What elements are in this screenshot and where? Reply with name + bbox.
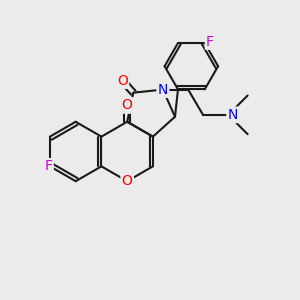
- Text: O: O: [122, 174, 133, 188]
- Text: F: F: [206, 34, 214, 49]
- Text: O: O: [117, 74, 128, 88]
- Text: O: O: [122, 98, 133, 112]
- Text: N: N: [228, 108, 238, 122]
- Text: N: N: [158, 82, 168, 97]
- Text: F: F: [44, 159, 52, 173]
